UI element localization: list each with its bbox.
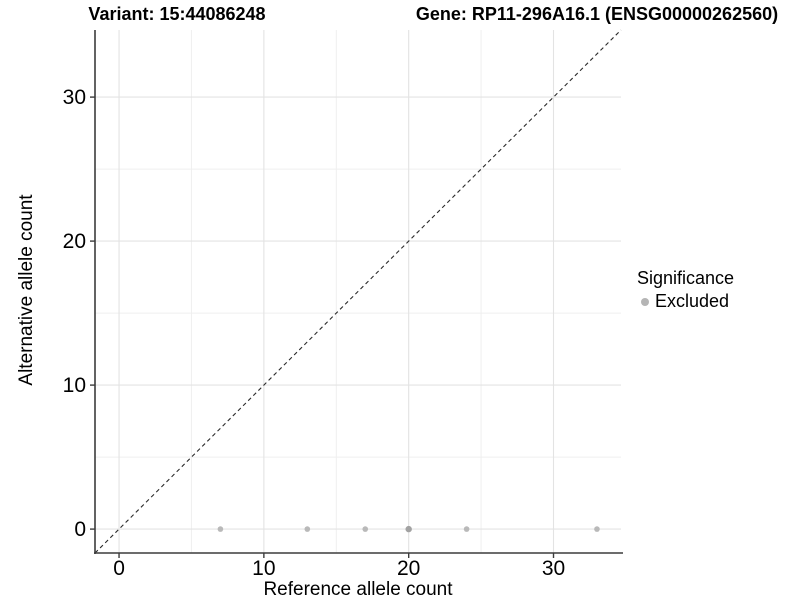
legend-item-label: Excluded (655, 291, 730, 311)
x-tick-label: 30 (542, 557, 565, 580)
legend-point-swatch (641, 297, 649, 306)
y-tick-label: 30 (63, 86, 86, 109)
data-point (217, 526, 224, 532)
x-axis-title: Reference allele count (263, 579, 453, 600)
x-tick-label: 20 (397, 557, 420, 580)
y-tick-label: 0 (74, 518, 86, 541)
legend-item-excluded: Excluded (637, 291, 734, 312)
data-point (362, 526, 369, 532)
identity-line (94, 29, 622, 554)
y-tick-label: 10 (63, 374, 86, 397)
y-axis-title: Alternative allele count (16, 194, 37, 386)
data-point (304, 526, 311, 532)
data-point (405, 525, 412, 533)
y-tick-label: 20 (63, 230, 86, 253)
legend: Significance Excluded (637, 268, 734, 312)
variant-title: Variant: 15:44086248 (88, 4, 266, 24)
x-tick-label: 0 (113, 557, 125, 580)
data-point (463, 526, 470, 532)
x-tick-label: 10 (252, 557, 275, 580)
legend-title: Significance (637, 268, 735, 288)
data-point (594, 526, 600, 532)
gene-title: Gene: RP11-296A16.1 (ENSG00000262560) (415, 4, 779, 24)
